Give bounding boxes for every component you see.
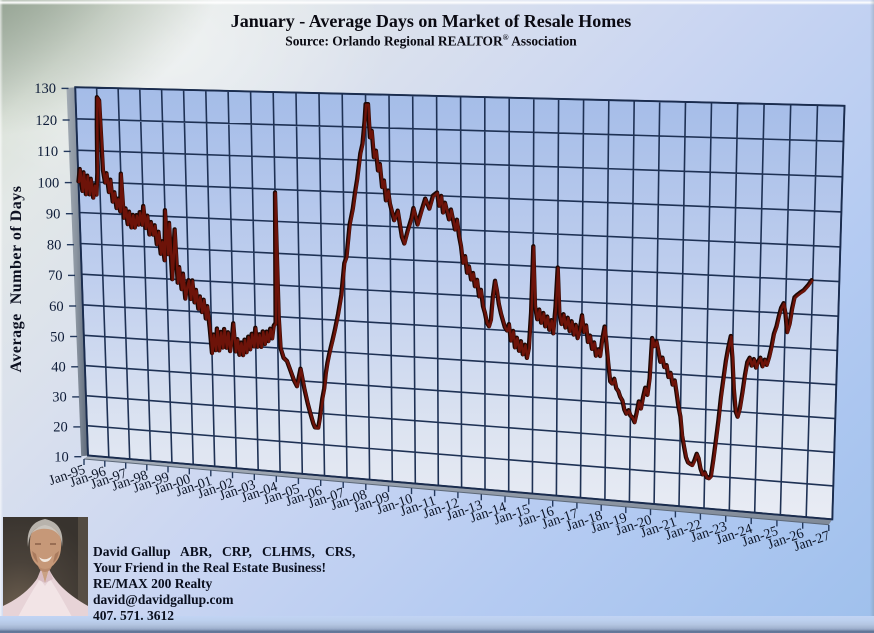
svg-text:90: 90 [46, 207, 61, 223]
svg-text:40: 40 [51, 360, 66, 376]
svg-text:70: 70 [48, 268, 63, 284]
svg-text:80: 80 [47, 238, 62, 254]
svg-text:110: 110 [37, 144, 58, 160]
svg-text:50: 50 [50, 329, 65, 345]
svg-text:60: 60 [49, 299, 64, 315]
svg-text:130: 130 [34, 81, 56, 97]
svg-text:100: 100 [38, 175, 60, 191]
svg-text:30: 30 [52, 390, 67, 406]
svg-text:20: 20 [53, 420, 68, 436]
svg-text:10: 10 [54, 450, 69, 466]
svg-text:120: 120 [35, 113, 57, 129]
